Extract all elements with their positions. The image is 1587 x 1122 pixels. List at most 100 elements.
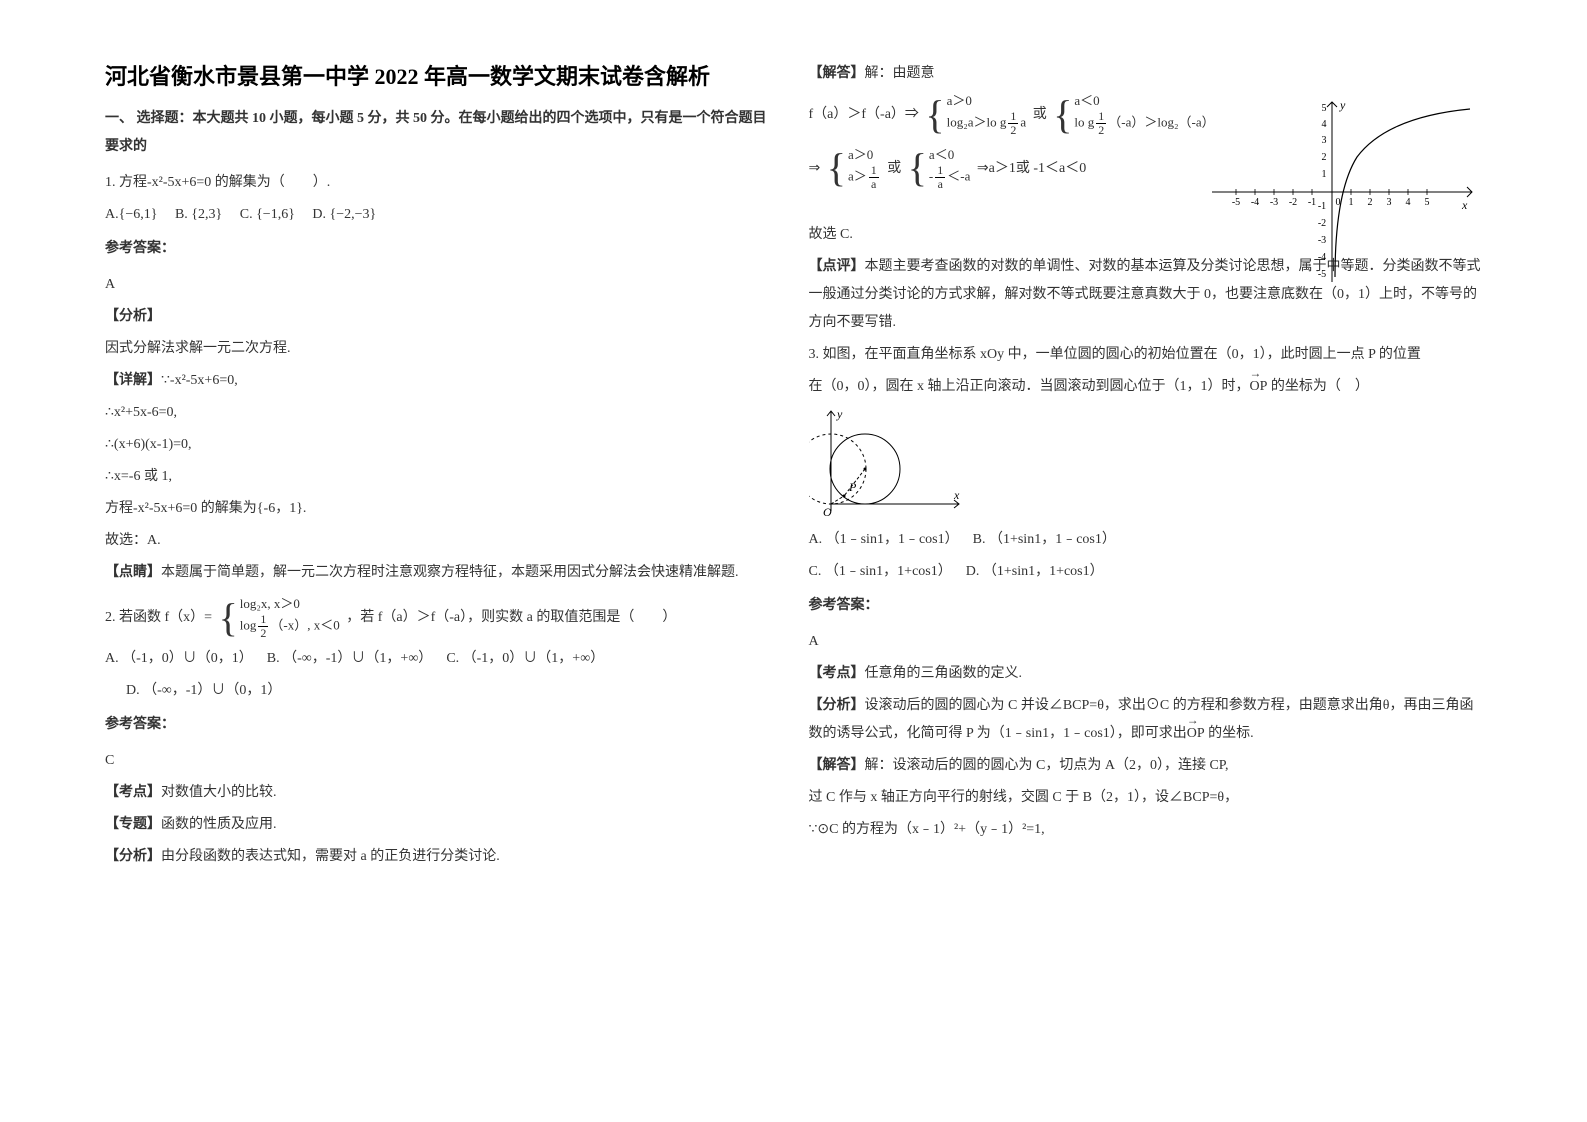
svg-text:1: 1 — [1349, 197, 1354, 208]
q2-tag-comment: 【点评】 — [809, 259, 865, 274]
svg-text:4: 4 — [1322, 119, 1327, 130]
q2-c1-l2pre: log₂a＞lo g — [947, 115, 1007, 130]
frac-n3: 1 — [869, 164, 879, 178]
svg-text:x: x — [1461, 198, 1468, 212]
q2-l2-pre: ⇒ — [809, 161, 821, 176]
svg-text:2: 2 — [1368, 197, 1373, 208]
q2-stem-pre: 2. 若函数 f（x）= — [105, 610, 212, 625]
q3-tag-solve: 【解答】 — [809, 758, 865, 773]
q1-comment: 【点睛】本题属于简单题，解一元二次方程时注意观察方程特征，本题采用因式分解法会快… — [105, 559, 779, 587]
q3-analysis-post: 的坐标. — [1205, 726, 1254, 741]
svg-text:1: 1 — [1322, 169, 1327, 180]
q2-opt-b: B. （-∞，-1）∪（1，+∞） — [267, 651, 433, 666]
section-1-head: 一、 选择题：本大题共 10 小题，每小题 5 分，共 50 分。在每小题给出的… — [105, 105, 779, 161]
svg-text:3: 3 — [1322, 135, 1327, 146]
rolling-circle-figure: P O x y — [809, 406, 969, 521]
frac-n2: 1 — [1096, 110, 1106, 124]
svg-text:-4: -4 — [1251, 197, 1259, 208]
q2-r2-l2post: ＜-a — [947, 168, 970, 183]
q2-options-row2: D. （-∞，-1）∪（0，1） — [105, 677, 779, 705]
q3-opt-c: C. （1﹣sin1，1+cos1） — [809, 564, 952, 579]
svg-text:4: 4 — [1406, 197, 1411, 208]
frac-n1: 1 — [1008, 110, 1018, 124]
q3-stem2-pre: 在（0，0），圆在 x 轴上沿正向滚动．当圆滚动到圆心位于（1，1）时， — [809, 379, 1250, 394]
q2-r1-l1: a＞0 — [848, 146, 881, 164]
left-column: 河北省衡水市景县第一中学 2022 年高一数学文期末试卷含解析 一、 选择题：本… — [90, 60, 794, 1062]
svg-text:-2: -2 — [1289, 197, 1297, 208]
q2-c2-l2post: （-a）＞log₂（-a） — [1108, 115, 1214, 130]
coordinate-graph: -5-4-3-2-1 0 12345 12345 -1-2-3-4-5 x y — [1202, 97, 1482, 287]
q2-solve-block: -5-4-3-2-1 0 12345 12345 -1-2-3-4-5 x y … — [809, 92, 1483, 191]
q2-case2: { a＜0 lo g12（-a）＞log₂（-a） — [1053, 92, 1214, 138]
svg-text:-1: -1 — [1318, 201, 1326, 212]
q2-or-2: 或 — [887, 161, 901, 176]
q3-stem2-post: 的坐标为（ ） — [1267, 379, 1369, 394]
frac-d4: a — [936, 178, 945, 191]
q1-tag-analysis: 【分析】 — [105, 309, 161, 324]
vector-op: OP — [1250, 373, 1268, 401]
open-brace-icon: { — [925, 95, 944, 135]
q3-point: 【考点】任意角的三角函数的定义. — [809, 660, 1483, 688]
q2-piecewise: { log₂x, x＞0 log12（-x）, x＜0 — [219, 595, 340, 641]
q2-analysis-text: 由分段函数的表达式知，需要对 a 的正负进行分类讨论. — [161, 849, 500, 864]
q2-r1: { a＞0 a＞1a — [827, 146, 881, 192]
q3-analysis: 【分析】设滚动后的圆的圆心为 C 并设∠BCP=θ，求出⊙C 的方程和参数方程，… — [809, 692, 1483, 748]
q1-opt-b: B. {2,3} — [175, 207, 222, 222]
svg-text:2: 2 — [1322, 152, 1327, 163]
q2-opt-c: C. （-1，0）∪（1，+∞） — [446, 651, 604, 666]
q2-piece2-pre: log — [240, 618, 257, 633]
q2-piece2-num: 1 — [258, 613, 268, 627]
q2-case1: { a＞0 log₂a＞lo g12a — [925, 92, 1026, 138]
q2-piece2-den: 2 — [258, 627, 268, 640]
q3-opt-b: B. （1+sin1，1﹣cos1） — [973, 532, 1116, 547]
q2-solve-head: 【解答】解：由题意 — [809, 60, 1483, 88]
frac-n4: 1 — [935, 164, 945, 178]
q3-s3: ∵⊙C 的方程为（x﹣1）²+（y﹣1）²=1, — [809, 816, 1483, 844]
page-title: 河北省衡水市景县第一中学 2022 年高一数学文期末试卷含解析 — [105, 60, 779, 93]
q2-tag-analysis: 【分析】 — [105, 849, 161, 864]
q1-d5: 方程-x²-5x+6=0 的解集为{-6，1}. — [105, 495, 779, 523]
q1-d1-text: ∵-x²-5x+6=0, — [161, 373, 238, 388]
q2-piece2-frac: 12 — [258, 613, 268, 640]
frac-d3: a — [869, 178, 878, 191]
svg-text:y: y — [1339, 98, 1346, 112]
svg-text:-4: -4 — [1318, 252, 1326, 263]
q2-opt-d: D. （-∞，-1）∪（0，1） — [126, 683, 281, 698]
q2-solve-pre: 解：由题意 — [865, 66, 935, 81]
q1-d1: 【详解】∵-x²-5x+6=0, — [105, 367, 779, 395]
q3-answer: A — [809, 628, 1483, 656]
q1-d3: ∴(x+6)(x-1)=0, — [105, 431, 779, 459]
q1-opt-d: D. {−2,−3} — [312, 207, 376, 222]
q2-piecewise-body: log₂x, x＞0 log12（-x）, x＜0 — [240, 595, 340, 641]
svg-text:x: x — [953, 488, 960, 502]
svg-text:-1: -1 — [1308, 197, 1316, 208]
q2-options-row1: A. （-1，0）∪（0，1） B. （-∞，-1）∪（1，+∞） C. （-1… — [105, 645, 779, 673]
svg-text:-3: -3 — [1270, 197, 1278, 208]
q2-point-text: 对数值大小的比较. — [161, 785, 277, 800]
q3-options-row2: C. （1﹣sin1，1+cos1） D. （1+sin1，1+cos1） — [809, 558, 1483, 586]
q2-r1-l2pre: a＞ — [848, 168, 867, 183]
q2-r2: { a＜0 -1a＜-a — [908, 146, 971, 192]
q2-case1-body: a＞0 log₂a＞lo g12a — [947, 92, 1027, 138]
q3-opt-d: D. （1+sin1，1+cos1） — [966, 564, 1104, 579]
frac-half-2: 12 — [1096, 110, 1106, 137]
q3-tag-analysis: 【分析】 — [809, 698, 865, 713]
q2-analysis: 【分析】由分段函数的表达式知，需要对 a 的正负进行分类讨论. — [105, 843, 779, 871]
q2-answer: C — [105, 747, 779, 775]
q3-opt-a: A. （1﹣sin1，1﹣cos1） — [809, 532, 959, 547]
q1-options: A.{−6,1} B. {2,3} C. {−1,6} D. {−2,−3} — [105, 201, 779, 229]
q1-d2: ∴x²+5x-6=0, — [105, 399, 779, 427]
q2-l1-pre: f（a）＞f（-a）⇒ — [809, 107, 919, 122]
q3-stem2: 在（0，0），圆在 x 轴上沿正向滚动．当圆滚动到圆心位于（1，1）时，OP 的… — [809, 373, 1483, 401]
q2-piece2-post: （-x）, x＜0 — [270, 618, 339, 633]
q2-r2-l2pre: - — [929, 168, 933, 183]
q2-topic: 【专题】函数的性质及应用. — [105, 811, 779, 839]
q3-s1-text: 解：设滚动后的圆的圆心为 C，切点为 A（2，0），连接 CP, — [865, 758, 1229, 773]
open-brace-icon: { — [908, 148, 927, 188]
q2-stem-post: ，若 f（a）＞f（-a），则实数 a 的取值范围是（ ） — [346, 610, 676, 625]
frac-d2: 2 — [1096, 124, 1106, 137]
frac-half-1: 12 — [1008, 110, 1018, 137]
right-column: 【解答】解：由题意 -5-4-3-2-1 0 12345 12345 -1-2-… — [794, 60, 1498, 1062]
open-brace-icon: { — [1053, 95, 1072, 135]
q1-tag-comment: 【点睛】 — [105, 565, 161, 580]
